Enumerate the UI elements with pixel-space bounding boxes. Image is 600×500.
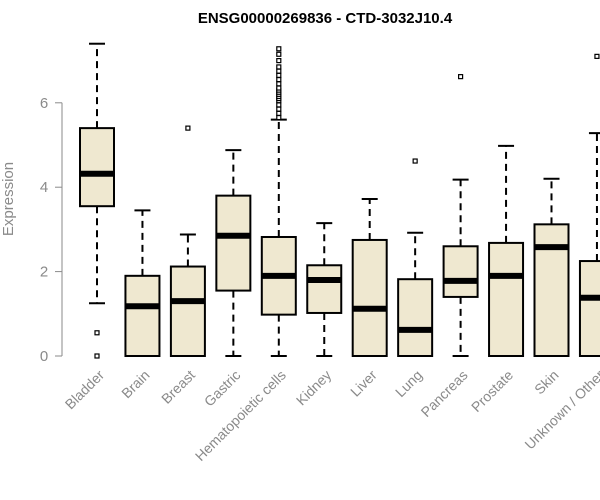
outlier-point [276, 68, 282, 74]
outlier-point [276, 64, 282, 70]
box-gastric [215, 149, 252, 357]
outlier-point [276, 85, 282, 91]
box-iqr [578, 260, 600, 357]
outlier-point [276, 76, 282, 83]
outlier-point [185, 125, 191, 131]
y-tick-label-4: 4 [40, 179, 48, 196]
box-liver [351, 198, 388, 357]
x-tick-label-skin: Skin [531, 367, 562, 398]
box-iqr [215, 194, 252, 292]
y-tick-label-2: 2 [40, 264, 48, 281]
outlier-point [276, 114, 282, 121]
y-tick-label-0: 0 [40, 348, 48, 365]
x-tick-label-kidney: Kidney [293, 367, 335, 409]
box-iqr [488, 241, 525, 358]
box-iqr [79, 127, 115, 208]
x-tick-label-unknown-other: Unknown / Other [521, 367, 600, 453]
box-iqr [169, 265, 206, 358]
box-iqr [533, 223, 570, 357]
x-tick-label-gastric: Gastric [201, 367, 244, 410]
y-axis-label: Expression [0, 162, 17, 236]
y-tick-label-6: 6 [40, 95, 48, 112]
outlier-point [276, 81, 282, 87]
outlier-point [94, 353, 100, 359]
x-tick-label-breast: Breast [158, 367, 198, 407]
outlier-point [94, 330, 100, 336]
chart-title: ENSG00000269836 - CTD-3032J10.4 [198, 10, 453, 27]
box-iqr [442, 245, 479, 298]
outlier-point [276, 51, 282, 57]
outlier-point [276, 102, 282, 108]
x-tick-label-liver: Liver [347, 367, 380, 400]
box-iqr [397, 278, 434, 358]
outlier-point [276, 106, 282, 112]
box-iqr [351, 238, 388, 357]
outlier-point [276, 46, 282, 52]
box-breast [169, 125, 206, 358]
y-axis: 0 2 4 6 [40, 95, 63, 365]
outlier-point [458, 74, 464, 80]
box-brain [124, 209, 161, 358]
boxes-group [79, 42, 600, 359]
x-tick-label-pancreas: Pancreas [418, 367, 471, 420]
box-prostate [488, 144, 525, 358]
x-tick-label-brain: Brain [118, 367, 152, 401]
x-tick-label-lung: Lung [392, 367, 425, 400]
outlier-point [276, 57, 282, 64]
box-iqr [124, 274, 161, 358]
outlier-point [276, 72, 282, 78]
box-skin [533, 177, 570, 357]
box-unknown-other [578, 53, 600, 357]
box-hematopoietic-cells [260, 46, 297, 357]
box-kidney [306, 222, 343, 357]
box-bladder [79, 42, 115, 359]
outlier-point [594, 53, 600, 59]
x-tick-label-prostate: Prostate [468, 367, 516, 415]
x-tick-label-bladder: Bladder [62, 367, 108, 413]
outlier-point [276, 110, 282, 116]
box-iqr [306, 264, 343, 314]
x-tick-label-hematopoietic-cells: Hematopoietic cells [192, 367, 289, 464]
outlier-point [412, 158, 418, 164]
box-pancreas [442, 74, 479, 357]
box-lung [397, 158, 434, 358]
